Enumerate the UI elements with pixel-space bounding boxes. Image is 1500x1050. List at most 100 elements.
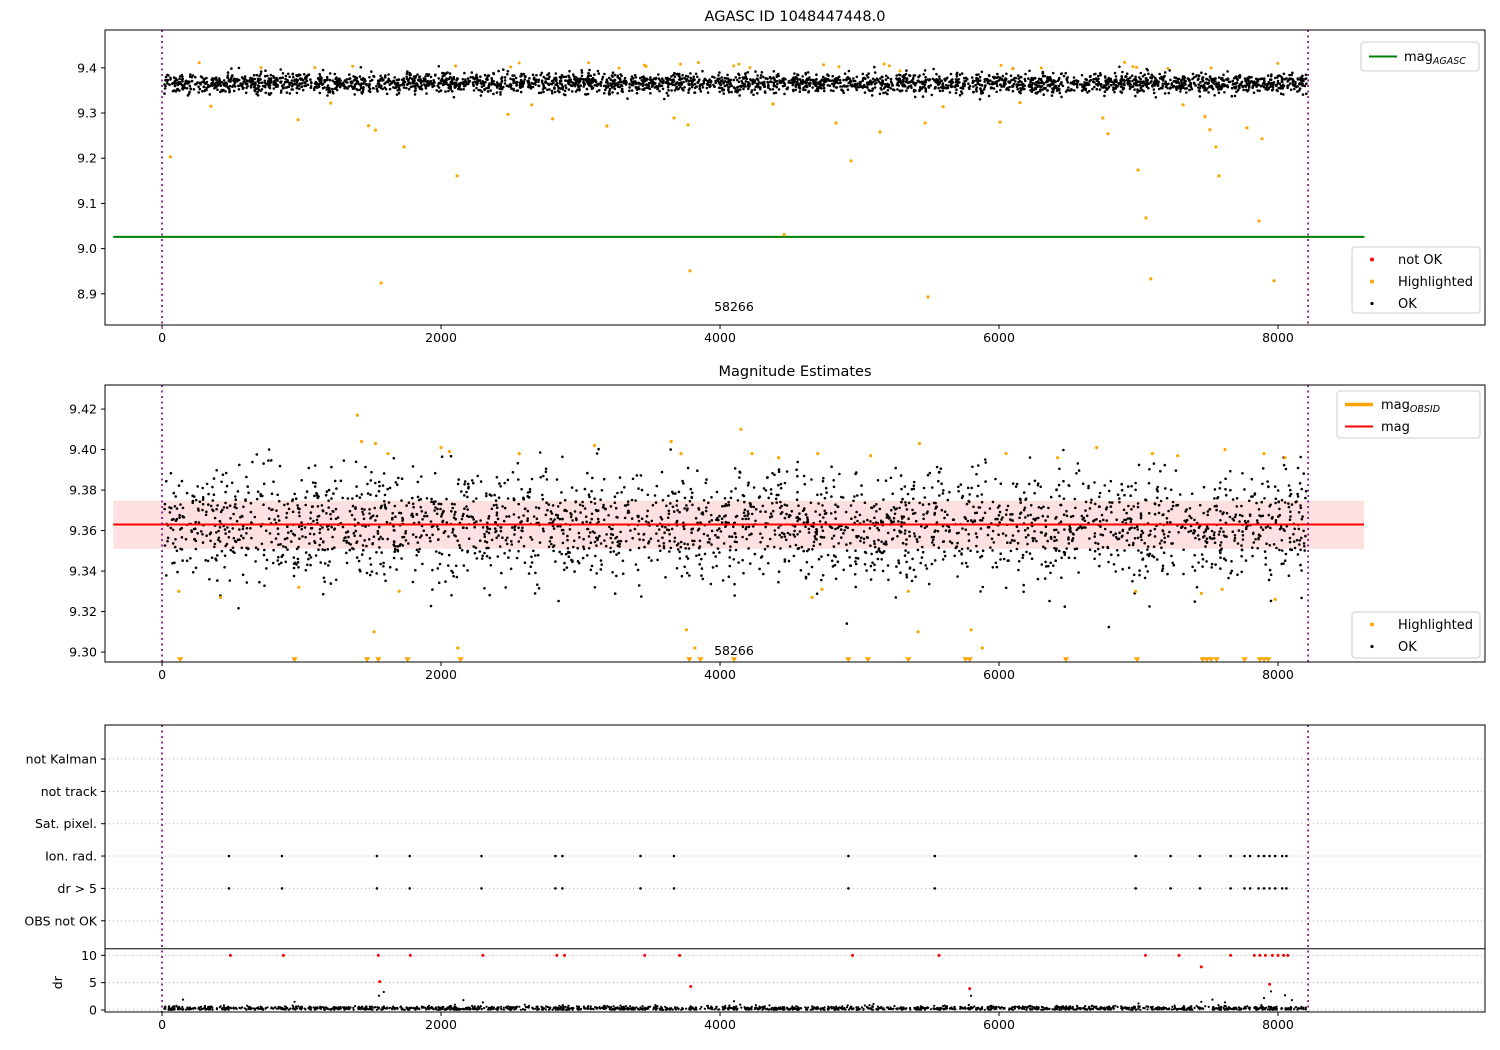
data-point [1131,85,1135,88]
data-point [905,78,909,82]
data-point [896,88,899,91]
data-point [1161,82,1165,85]
data-point [1039,86,1042,89]
data-point [823,77,826,81]
data-point [979,555,982,559]
data-point [591,86,595,90]
data-point [1233,85,1236,89]
data-point [943,516,946,520]
data-point [756,92,759,95]
data-point [1149,529,1152,533]
data-point [1062,74,1066,78]
data-point [914,81,918,85]
data-point [855,510,858,514]
data-point [1240,548,1244,552]
data-point [876,479,880,482]
data-point [330,465,333,469]
data-point [503,82,507,85]
data-point [1156,496,1159,500]
data-point [1020,83,1023,86]
data-point [708,83,712,87]
data-point [283,503,286,507]
data-point [932,535,936,539]
data-point [283,537,287,541]
data-point [1103,94,1106,98]
data-point [691,491,694,495]
data-point [1093,481,1096,484]
data-point [246,485,249,488]
data-point [318,72,322,76]
data-point [975,86,979,89]
data-point [799,569,803,572]
data-point [1039,77,1043,81]
data-point [1272,83,1275,86]
data-point [1121,70,1124,74]
data-point [609,78,612,81]
data-point [818,513,822,516]
data-point [1230,560,1233,563]
data-point [705,506,708,509]
data-point [497,69,500,73]
data-point [880,88,883,91]
data-point [615,553,618,556]
data-point [473,551,477,555]
data-point [1242,88,1245,92]
data-point [1171,504,1175,508]
data-point [1015,85,1019,89]
data-point [804,525,807,529]
data-point [1257,219,1261,223]
data-point [425,497,429,500]
data-point [714,81,717,84]
legend-label-main: mag [1404,50,1433,65]
data-point [804,88,807,92]
data-point [269,459,273,462]
data-point [263,584,266,587]
data-point [695,554,698,558]
data-point [217,77,221,80]
data-point [1189,529,1193,533]
data-point [683,507,686,510]
data-point [727,575,731,578]
data-point [637,519,641,523]
data-point [768,88,772,91]
data-point [676,509,679,512]
data-point [602,503,605,507]
data-point [577,81,581,84]
data-point [1040,506,1043,510]
data-point [549,536,553,539]
data-point [743,514,746,518]
data-point [1066,81,1069,84]
data-point [194,547,198,551]
data-point [1298,539,1302,542]
data-point [376,82,380,85]
data-point [605,124,609,128]
data-point [552,81,555,84]
data-point [1213,497,1216,500]
data-point [689,76,693,80]
data-point [607,84,610,87]
data-point [900,517,904,520]
data-point [787,515,791,519]
data-point [1198,503,1202,507]
data-point [578,88,581,92]
data-point [306,563,309,567]
data-point [1119,90,1122,93]
data-point [761,536,764,540]
data-point [380,84,383,88]
data-point [879,81,882,85]
data-point [897,561,901,565]
data-point [1217,76,1221,79]
data-point [209,504,213,508]
data-point [396,89,400,92]
panel-magnitude-title: Magnitude Estimates [718,364,871,380]
data-point [500,76,504,79]
data-point [1203,81,1207,85]
data-point [1012,78,1015,81]
data-point [1134,94,1137,98]
data-point [650,559,653,562]
data-point [293,492,297,496]
data-point [204,81,208,85]
data-point [173,545,177,549]
data-point [730,535,734,538]
data-point [460,490,463,493]
